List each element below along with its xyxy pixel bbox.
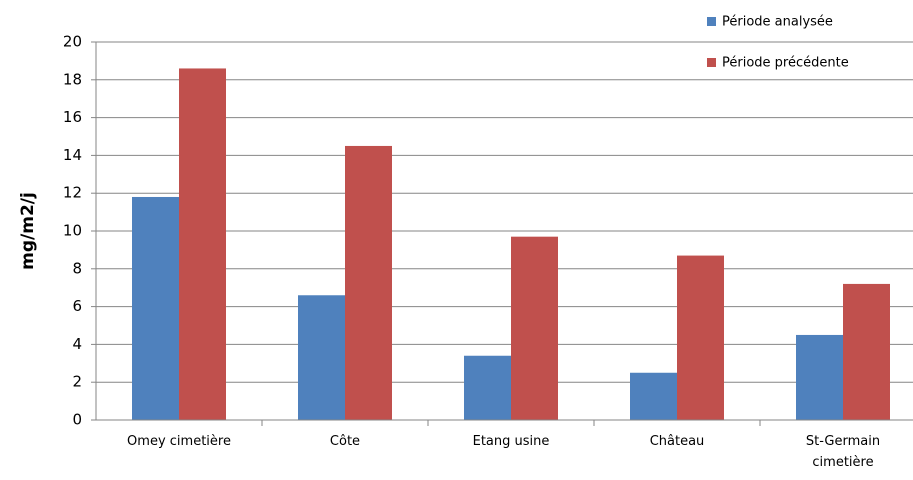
legend-swatch: [707, 17, 716, 26]
y-axis-label: mg/m2/j: [18, 192, 38, 270]
y-tick-label: 0: [72, 411, 82, 429]
legend-label: Période analysée: [722, 15, 833, 30]
bar-periode-precedente: [677, 255, 724, 420]
legend-label: Période précédente: [722, 56, 849, 71]
bar-periode-analysee: [298, 295, 345, 420]
y-tick-label: 10: [63, 222, 82, 240]
bar-periode-analysee: [132, 196, 179, 420]
y-tick-label: 6: [72, 297, 82, 315]
bar-periode-precedente: [843, 283, 890, 420]
y-tick-labels: 0 2 4 6 8 10 12 14 16 18 20: [63, 33, 96, 429]
y-tick-label: 20: [63, 33, 82, 51]
y-tick-label: 16: [63, 108, 82, 126]
x-category-label: Omey cimetière: [127, 434, 231, 449]
y-tick-label: 4: [72, 335, 82, 353]
bar-periode-analysee: [464, 355, 511, 420]
x-category-labels: Omey cimetière Côte Etang usine Château St-G…: [127, 420, 880, 470]
y-tick-label: 8: [72, 259, 82, 277]
y-tick-label: 2: [72, 373, 82, 391]
y-tick-label: 12: [63, 184, 82, 202]
bar-periode-analysee: [796, 334, 843, 420]
bar-periode-precedente: [345, 145, 392, 420]
y-tick-label: 18: [63, 70, 82, 88]
bar-periode-precedente: [179, 68, 226, 421]
x-category-label: Etang usine: [473, 434, 550, 449]
bars: [132, 68, 890, 421]
legend: Période analysée Période précédente: [707, 15, 849, 71]
y-tick-label: 14: [63, 146, 82, 164]
bar-periode-precedente: [511, 236, 558, 420]
bar-periode-analysee: [630, 372, 677, 420]
x-category-label: St-Germain: [806, 434, 880, 449]
x-category-label: Côte: [330, 434, 360, 449]
x-category-label: cimetière: [812, 455, 873, 470]
legend-swatch: [707, 58, 716, 67]
x-category-label: Château: [650, 434, 705, 449]
gridlines: [96, 41, 913, 383]
